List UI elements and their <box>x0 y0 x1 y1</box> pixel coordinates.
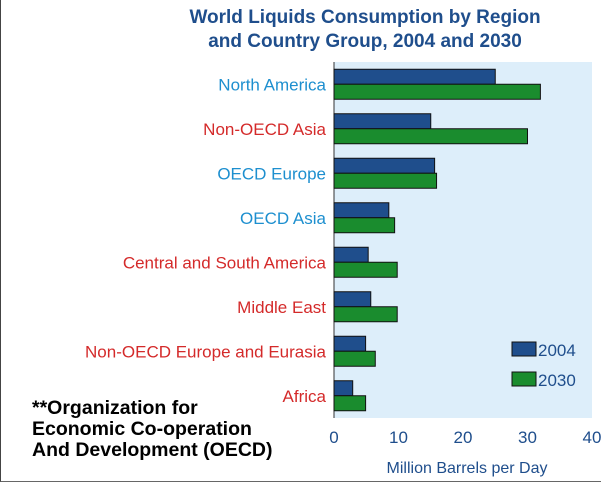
chart-title-line-2: and Country Group, 2004 and 2030 <box>208 31 522 52</box>
bar-2004 <box>333 68 496 85</box>
bar-2004 <box>333 246 369 263</box>
category-label: Non-OECD Europe and Eurasia <box>85 342 327 361</box>
bar-2004 <box>333 291 372 308</box>
x-tick-label: 40 <box>583 428 602 447</box>
x-tick-label: 10 <box>389 428 408 447</box>
x-tick-label: 30 <box>518 428 537 447</box>
bar-2030 <box>333 261 398 278</box>
bar-2004 <box>333 113 432 130</box>
bar-2030 <box>333 172 438 189</box>
legend-label-2004: 2004 <box>538 341 576 360</box>
legend-swatch-2030 <box>511 371 537 387</box>
footnote-line-2: Economic Co-operation <box>32 418 252 440</box>
footnote-line-1: **Organization for <box>32 397 198 419</box>
category-label: Non-OECD Asia <box>203 120 326 139</box>
legend-label-2030: 2030 <box>538 371 576 390</box>
category-label: Middle East <box>237 298 326 317</box>
category-label: North America <box>218 75 326 94</box>
x-tick-label: 0 <box>329 428 338 447</box>
category-label: Africa <box>283 387 327 406</box>
x-axis-title: Million Barrels per Day <box>387 460 548 477</box>
category-label: OECD Asia <box>240 209 327 228</box>
bar-2030 <box>333 306 398 323</box>
bar-2004 <box>333 380 354 397</box>
bar-2030 <box>333 217 396 234</box>
bar-2030 <box>333 350 376 367</box>
oecd-footnote: **Organization for Economic Co-operation… <box>32 398 342 461</box>
category-label: OECD Europe <box>217 164 326 183</box>
bar-2004 <box>333 202 390 219</box>
bar-2004 <box>333 335 367 352</box>
bar-2030 <box>333 128 528 145</box>
chart-title: World Liquids Consumption by Region and … <box>130 6 600 54</box>
x-tick-label: 20 <box>454 428 473 447</box>
chart-title-line-1: World Liquids Consumption by Region <box>189 7 541 28</box>
category-label: Central and South America <box>123 253 327 272</box>
legend-swatch-2004 <box>511 341 537 357</box>
bar-2030 <box>333 395 367 412</box>
footnote-line-3: And Development (OECD) <box>32 439 273 461</box>
bar-2030 <box>333 83 541 100</box>
bar-2004 <box>333 157 436 174</box>
